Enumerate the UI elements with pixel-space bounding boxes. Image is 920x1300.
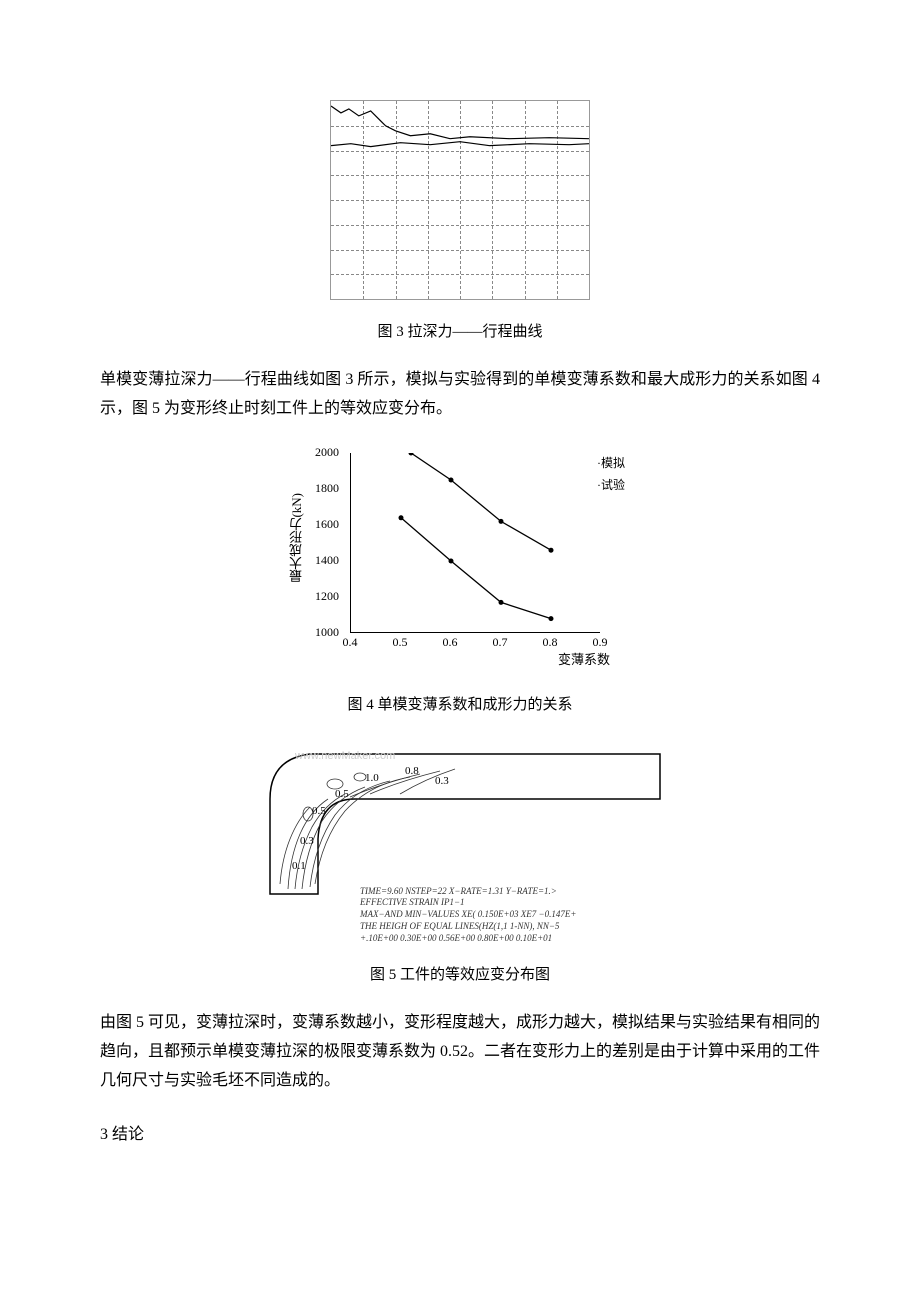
paragraph-1: 单模变薄拉深力——行程曲线如图 3 所示，模拟与实验得到的单模变薄系数和最大成形… — [100, 366, 820, 424]
data-point — [549, 616, 554, 621]
xtick-label: 0.8 — [543, 632, 558, 654]
svg-text:0.3: 0.3 — [300, 835, 314, 847]
metadata-line: THE HEIGH OF EQUAL LINES(HZ(1,1 1-NN), N… — [360, 921, 576, 933]
figure-3-curves — [331, 101, 589, 299]
ytick-label: 1800 — [315, 479, 339, 501]
data-point — [499, 600, 504, 605]
metadata-line: EFFECTIVE STRAIN IP1−1 — [360, 897, 576, 909]
figure-4-ylabel: 最大成形力(kN) — [285, 493, 308, 583]
figure-5-contours — [280, 769, 455, 889]
svg-text:0.8: 0.8 — [405, 765, 419, 777]
figure-4-svg — [351, 453, 601, 633]
svg-text:0.5: 0.5 — [312, 805, 326, 817]
figure-5-chart: www.newMaker.com 0.1 — [240, 739, 680, 954]
svg-text:0.5: 0.5 — [335, 788, 349, 800]
data-point — [549, 548, 554, 553]
figure-4-caption: 图 4 单模变薄系数和成形力的关系 — [100, 692, 820, 719]
series-line — [411, 453, 551, 550]
ytick-label: 2000 — [315, 443, 339, 465]
figure-5: www.newMaker.com 0.1 — [100, 739, 820, 989]
figure-4-chart: newMaker 最大成形力(kN) ·模拟·试验 10001200140016… — [290, 443, 630, 673]
figure-4: newMaker 最大成形力(kN) ·模拟·试验 10001200140016… — [100, 443, 820, 719]
data-point — [449, 478, 454, 483]
data-point — [449, 559, 454, 564]
figure-5-metadata-text: TIME=9.60 NSTEP=22 X−RATE=1.31 Y−RATE=1.… — [360, 886, 576, 944]
xtick-label: 0.5 — [393, 632, 408, 654]
ytick-label: 1200 — [315, 587, 339, 609]
ytick-label: 1600 — [315, 515, 339, 537]
metadata-line: +.10E+00 0.30E+00 0.56E+00 0.80E+00 0.10… — [360, 933, 576, 945]
figure-3-chart — [330, 100, 590, 300]
figure-4-legend: ·模拟·试验 — [597, 453, 625, 496]
metadata-line: TIME=9.60 NSTEP=22 X−RATE=1.31 Y−RATE=1.… — [360, 886, 576, 898]
data-point — [499, 519, 504, 524]
paragraph-2: 由图 5 可见，变薄拉深时，变薄系数越小，变形程度越大，成形力越大，模拟结果与实… — [100, 1009, 820, 1095]
legend-item: ·试验 — [597, 475, 625, 497]
svg-text:0.1: 0.1 — [292, 860, 306, 872]
metadata-line: MAX−AND MIN−VALUES XE( 0.150E+03 XE7 −0.… — [360, 909, 576, 921]
svg-text:0.3: 0.3 — [435, 775, 449, 787]
ytick-label: 1400 — [315, 551, 339, 573]
ytick-label: 1000 — [315, 623, 339, 645]
series-line — [401, 518, 551, 619]
xtick-label: 0.7 — [493, 632, 508, 654]
data-point — [399, 516, 404, 521]
figure-5-contour-labels: 0.1 0.3 0.5 0.5 1.0 0.8 0.3 — [292, 765, 449, 872]
figure-5-caption: 图 5 工件的等效应变分布图 — [100, 962, 820, 989]
figure-4-xlabel: 变薄系数 — [558, 648, 610, 671]
svg-text:1.0: 1.0 — [365, 772, 379, 784]
figure-3-caption: 图 3 拉深力——行程曲线 — [100, 319, 820, 346]
legend-item: ·模拟 — [597, 453, 625, 475]
figure-3: 图 3 拉深力——行程曲线 — [100, 100, 820, 346]
figure-4-plot — [350, 453, 600, 633]
figure-5-outline — [270, 754, 660, 894]
data-point — [409, 453, 414, 456]
figure-5-watermark: www.newMaker.com — [295, 747, 395, 767]
xtick-label: 0.6 — [443, 632, 458, 654]
section-3-heading: 3 结论 — [100, 1121, 820, 1150]
xtick-label: 0.4 — [343, 632, 358, 654]
